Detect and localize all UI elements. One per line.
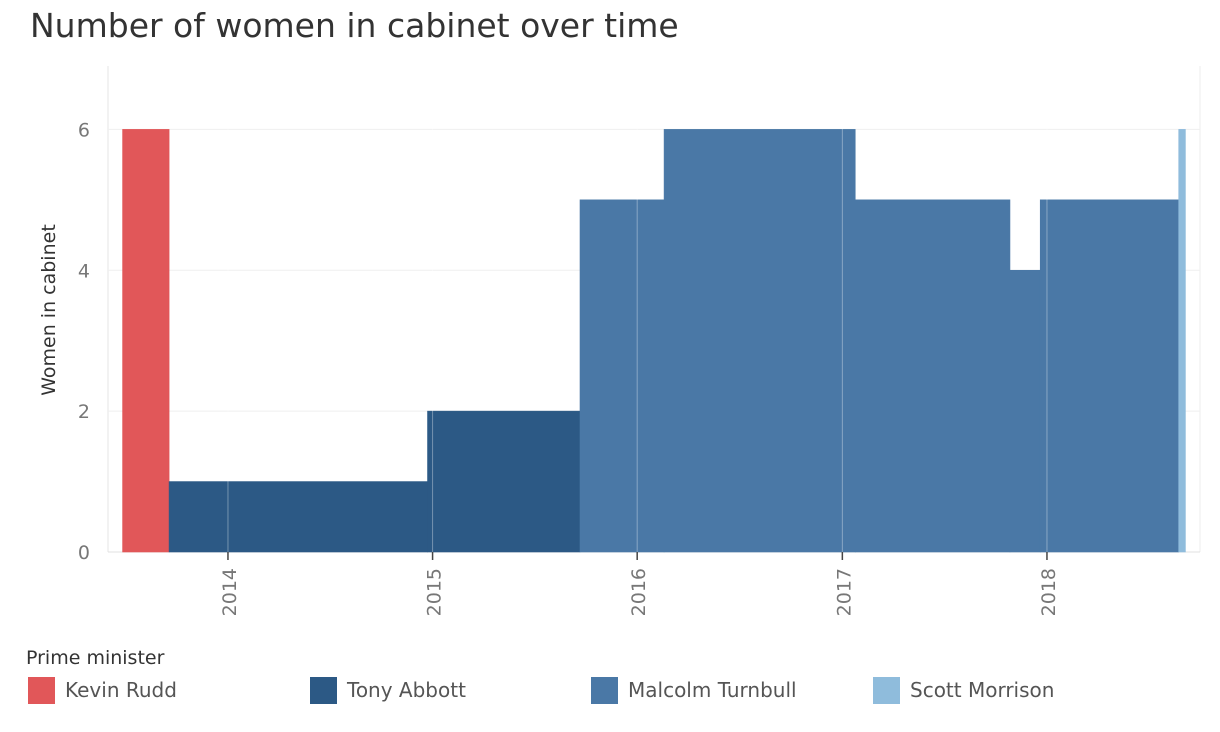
x-tick-label: 2017: [833, 568, 855, 616]
y-axis-label-wrap: Women in cabinet: [38, 210, 60, 410]
legend-item[interactable]: Malcolm Turnbull: [591, 676, 797, 704]
chart-canvas: 0 2 4 6 2014 2015 2016 2017 2018: [78, 66, 1201, 616]
x-tick-label: 2014: [219, 568, 241, 616]
chart-title: Number of women in cabinet over time: [30, 6, 679, 45]
y-tick-label: 4: [78, 260, 90, 282]
bars: [122, 129, 1186, 553]
legend-label: Scott Morrison: [910, 678, 1055, 702]
x-tick-label: 2018: [1038, 568, 1060, 616]
bar-tony-abbott: [168, 481, 428, 553]
legend-label: Tony Abbott: [347, 678, 466, 702]
bar-malcolm-turnbull: [579, 199, 665, 553]
legend-swatch: [873, 676, 900, 704]
legend-item[interactable]: Tony Abbott: [310, 676, 466, 704]
axes: 0 2 4 6 2014 2015 2016 2017 2018: [78, 66, 1060, 616]
legend-swatch: [28, 676, 55, 704]
bar-malcolm-turnbull: [1009, 269, 1041, 553]
bar-malcolm-turnbull: [663, 129, 856, 553]
y-tick-label: 2: [78, 401, 90, 423]
legend: Kevin Rudd Tony Abbott Malcolm Turnbull Sco…: [28, 676, 1208, 704]
legend-swatch: [310, 676, 337, 704]
x-tick-label: 2016: [628, 568, 650, 616]
legend-swatch: [591, 676, 618, 704]
y-axis-label: Women in cabinet: [40, 224, 60, 396]
legend-title: Prime minister: [26, 647, 165, 669]
y-tick-label: 0: [78, 542, 90, 564]
legend-item[interactable]: Scott Morrison: [873, 676, 1054, 704]
bar-malcolm-turnbull: [854, 199, 1011, 553]
bar-kevin-rudd: [122, 129, 170, 553]
legend-item[interactable]: Kevin Rudd: [28, 676, 177, 704]
legend-label: Malcolm Turnbull: [628, 678, 797, 702]
y-tick-label: 6: [78, 119, 90, 141]
bar-malcolm-turnbull: [1039, 199, 1179, 553]
bar-scott-morrison: [1178, 129, 1186, 553]
legend-label: Kevin Rudd: [65, 678, 177, 702]
bar-tony-abbott: [427, 410, 581, 553]
x-tick-label: 2015: [424, 568, 446, 616]
